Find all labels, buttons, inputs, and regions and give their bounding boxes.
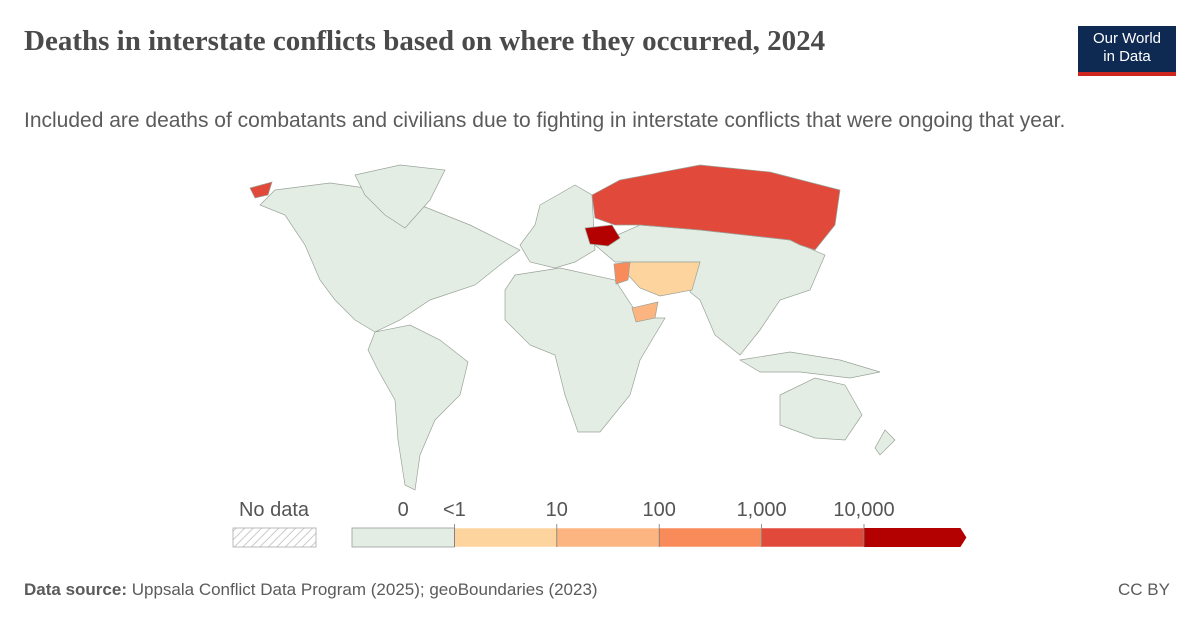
subtitle: Included are deaths of combatants and ci…	[24, 109, 1066, 132]
middle-east	[627, 261, 701, 297]
greenland	[354, 164, 446, 229]
levant	[613, 261, 631, 285]
legend-label: 100	[643, 499, 676, 521]
source: Data source: Uppsala Conflict Data Progr…	[24, 580, 598, 600]
legend-label: 1,000	[737, 499, 787, 521]
legend-label: 10	[546, 499, 568, 521]
license: CC BY	[1118, 580, 1170, 599]
legend-bin	[454, 527, 558, 548]
new-zealand	[874, 429, 896, 456]
russia	[591, 164, 841, 251]
south-america	[367, 324, 469, 491]
title: Deaths in interstate conflicts based on …	[24, 25, 826, 57]
legend-label: <1	[443, 499, 466, 521]
legend-bin	[761, 527, 865, 548]
legend-bin	[556, 527, 660, 548]
source-text: Uppsala Conflict Data Program (2025); ge…	[131, 580, 598, 599]
legend: 0 <1 10 100 1,000 10,000	[351, 499, 967, 548]
ukraine	[584, 224, 621, 247]
europe	[519, 184, 596, 269]
chukotka	[249, 181, 273, 199]
logo-line: Our World	[1092, 30, 1162, 47]
logo[interactable]: Our World in Data	[1078, 26, 1176, 76]
no-data-label: No data	[239, 499, 310, 521]
islands	[738, 351, 881, 379]
africa	[504, 267, 666, 433]
logo-line: in Data	[1103, 48, 1151, 65]
australia	[779, 377, 863, 441]
legend-bin	[658, 527, 762, 548]
yemen	[631, 301, 659, 323]
source-label: Data source:	[24, 580, 127, 599]
no-data-swatch	[232, 527, 317, 548]
legend-label: 0	[398, 499, 409, 521]
legend-bin	[864, 528, 967, 547]
legend-label: 10,000	[833, 499, 894, 521]
legend-bin	[351, 527, 455, 548]
